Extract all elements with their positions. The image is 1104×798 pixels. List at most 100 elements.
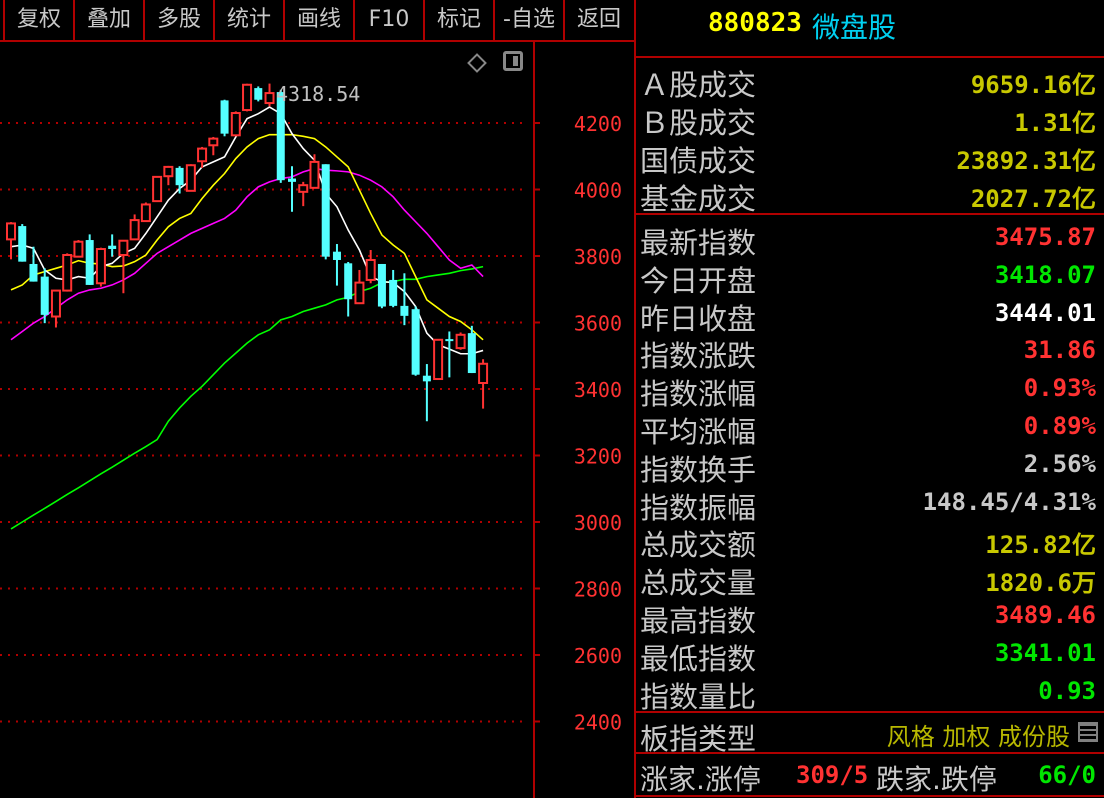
- toolbar-button[interactable]: 复权: [3, 0, 73, 40]
- quote-label: 指数涨幅: [640, 377, 757, 412]
- divider: [636, 711, 1104, 713]
- quote-label: Ｂ股成交: [640, 106, 757, 140]
- quote-value: 148.45/4.31%: [922, 487, 1096, 516]
- candle-body: [118, 239, 129, 257]
- candle-body: [264, 92, 275, 105]
- toolbar-button[interactable]: 多股: [143, 0, 213, 40]
- quote-value: 3341.01: [994, 638, 1096, 667]
- quote-row: 指数涨幅 0.93%: [636, 368, 1104, 411]
- candle-body: [288, 178, 296, 182]
- quote-row: Ｂ股成交 1.31亿: [636, 97, 1104, 140]
- list-icon[interactable]: [1078, 722, 1098, 742]
- toolbar-button[interactable]: F10: [353, 0, 423, 40]
- type-tags[interactable]: 风格 加权 成份股: [886, 723, 1070, 751]
- candle-body: [175, 167, 184, 186]
- quote-label: 指数振幅: [640, 490, 757, 525]
- y-tick-label: 2400: [574, 711, 622, 735]
- quote-label: 今日开盘: [640, 263, 757, 298]
- candle-body: [276, 92, 285, 181]
- up-value: 309/5: [796, 761, 869, 789]
- candle-body: [242, 83, 253, 112]
- kline-chart[interactable]: 4200 4000 3800 3600 3400 3200 3000 2800 2600 2400: [0, 42, 633, 798]
- quote-label: 最低指数: [640, 641, 757, 676]
- candle-body: [433, 338, 444, 381]
- quote-label: 国债成交: [640, 144, 757, 178]
- candle-body: [445, 339, 454, 342]
- candle-body: [230, 112, 241, 137]
- up-label: 涨家.涨停: [640, 763, 761, 796]
- quote-value: 2.56%: [1023, 449, 1096, 478]
- quote-label: 最新指数: [640, 226, 757, 260]
- y-tick-label: 3600: [574, 312, 622, 336]
- y-tick-label: 3000: [574, 511, 622, 535]
- quote-value: 1820.6万: [985, 569, 1096, 598]
- quote-label: 指数换手: [640, 452, 757, 487]
- candle-body: [152, 175, 163, 203]
- toolbar-button[interactable]: 返回: [563, 0, 633, 40]
- quote-value: 3475.87: [994, 223, 1096, 251]
- toolbar-button[interactable]: 统计: [213, 0, 283, 40]
- y-tick-label: 3800: [574, 245, 622, 269]
- quote-row: 最高指数 3489.46: [636, 595, 1104, 638]
- toolbar-button[interactable]: 叠加: [73, 0, 143, 40]
- quote-value: 2027.72亿: [970, 185, 1096, 213]
- candle-body: [332, 251, 341, 260]
- candle-body: [62, 254, 73, 292]
- quote-row: 总成交量 1820.6万: [636, 557, 1104, 600]
- candle-body: [163, 165, 174, 178]
- candle-body: [185, 164, 196, 192]
- quote-row: 今日开盘 3418.07: [636, 255, 1104, 298]
- quote-value: 31.86: [1023, 336, 1096, 365]
- candle-body: [254, 88, 263, 100]
- price-axis-divider: [533, 42, 535, 798]
- candle-body: [50, 289, 61, 318]
- candle-body: [455, 333, 466, 350]
- quote-panel: 880823 微盘股 Ａ股成交 9659.16亿 Ｂ股成交 1.31亿 国债成交 2389…: [634, 0, 1104, 798]
- candle-body: [40, 276, 49, 315]
- ma20-line: [10, 167, 484, 341]
- quote-row: 总成交额 125.82亿: [636, 519, 1104, 562]
- candle-body: [389, 279, 398, 306]
- quote-label: 指数量比: [640, 679, 757, 714]
- candle-body: [321, 164, 330, 257]
- candle-body: [85, 240, 94, 285]
- y-tick-label: 4200: [574, 112, 622, 136]
- candle-body: [220, 100, 229, 134]
- quote-row: 最低指数 3341.01: [636, 633, 1104, 676]
- quote-label: Ａ股成交: [640, 68, 757, 102]
- toolbar-button[interactable]: 画线: [283, 0, 353, 40]
- divider: [636, 213, 1104, 215]
- quote-row: 最新指数 3475.87: [636, 217, 1104, 260]
- y-tick-label: 2800: [574, 578, 622, 602]
- divider: [636, 795, 1104, 797]
- panel-header: 880823 微盘股: [636, 0, 1104, 58]
- type-label: 板指类型: [640, 722, 757, 756]
- quote-label: 总成交量: [640, 566, 757, 601]
- candle-body: [344, 263, 353, 300]
- candle-body: [6, 222, 16, 241]
- ma10-line: [10, 133, 484, 341]
- quote-value: 3444.01: [994, 298, 1096, 327]
- toggle-panel-icon[interactable]: [503, 51, 523, 71]
- candle-body: [298, 184, 309, 193]
- quote-row: 指数量比 0.93: [636, 671, 1104, 714]
- quote-label: 昨日收盘: [640, 301, 757, 336]
- candle-body: [18, 226, 27, 262]
- candle-body: [422, 375, 431, 382]
- candle-body: [197, 147, 208, 163]
- y-tick-label: 3200: [574, 445, 622, 469]
- quote-row: 昨日收盘 3444.01: [636, 293, 1104, 336]
- candle-body: [95, 248, 106, 285]
- candle-body: [309, 160, 320, 189]
- candle-body: [108, 245, 117, 250]
- candle-body: [467, 333, 476, 374]
- candle-body: [208, 137, 219, 147]
- y-tick-label: 2600: [574, 644, 622, 668]
- ma60-line: [10, 265, 484, 530]
- type-row: 板指类型 风格 加权 成份股: [636, 713, 1104, 756]
- toolbar-button[interactable]: 标记: [423, 0, 493, 40]
- down-value: 66/0: [1038, 761, 1096, 789]
- candle-body: [400, 305, 409, 316]
- quote-row: Ａ股成交 9659.16亿: [636, 59, 1104, 102]
- toolbar-button[interactable]: -自选: [493, 0, 563, 40]
